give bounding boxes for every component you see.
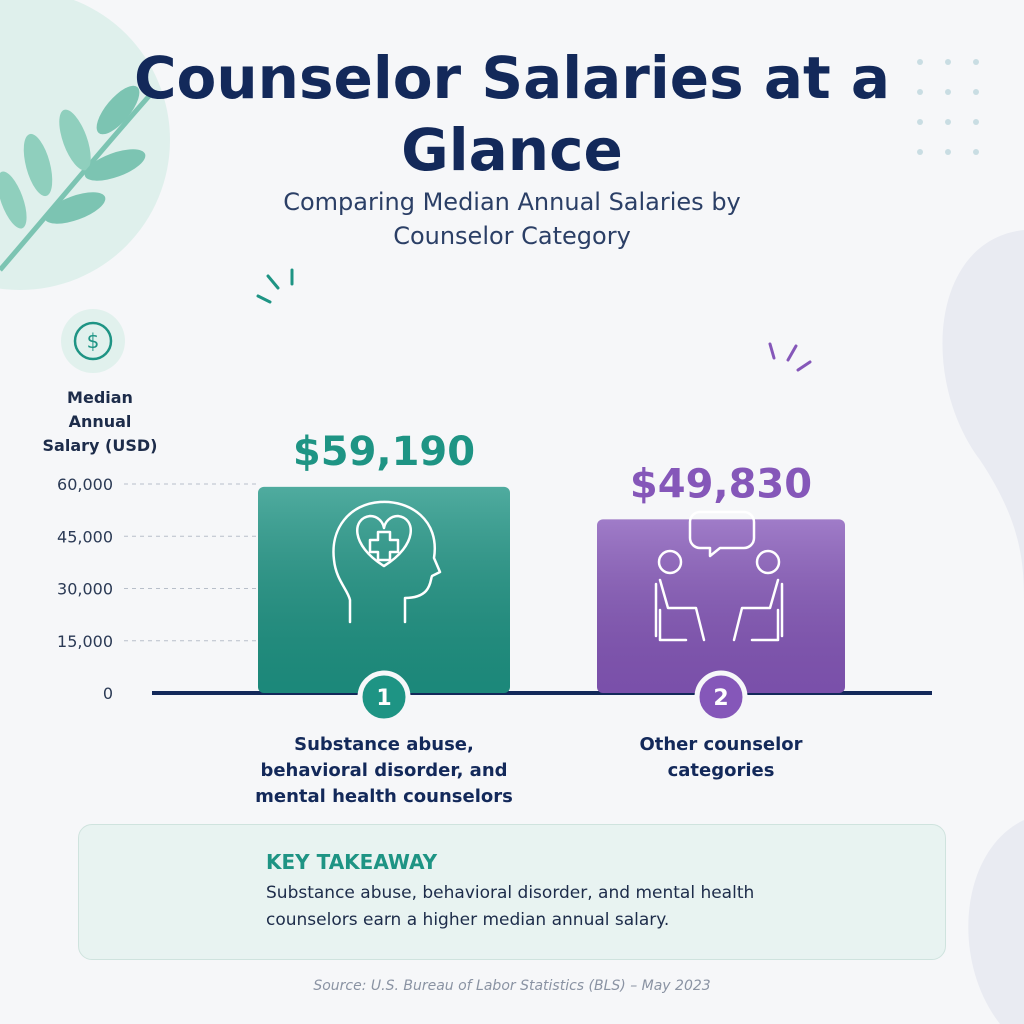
bar-icons [332,500,784,642]
y-axis-label: Median Annual Salary (USD) [42,388,158,455]
y-tick-label: 30,000 [57,580,113,599]
chart-title: Counselor Salaries at a Glance [133,44,891,184]
svg-text:$: $ [87,329,100,353]
value-label: $49,830 [630,461,812,507]
x-tick-label: Substance abuse, behavioral disorder, an… [255,734,513,807]
bar-sheen [597,519,845,693]
y-tick-label: 0 [103,684,113,703]
category-number: 2 [713,686,728,711]
source-note: Source: U.S. Bureau of Labor Statistics … [313,978,711,994]
category-badge [694,670,748,724]
value-label: $59,190 [293,429,475,475]
bar-sheen [258,486,510,693]
chart-subtitle: Comparing Median Annual Salaries by Coun… [283,188,741,250]
takeaway-title: KEY TAKEAWAY [266,850,438,874]
y-tick-label: 15,000 [57,632,113,651]
category-number: 1 [376,686,391,711]
takeaway-box [78,824,946,960]
x-tick-label: Other counselor categories [639,734,803,781]
category-badge [357,670,411,724]
takeaway-text: Substance abuse, behavioral disorder, an… [266,883,755,930]
y-tick-label: 60,000 [57,475,113,494]
y-tick-label: 45,000 [57,527,113,546]
